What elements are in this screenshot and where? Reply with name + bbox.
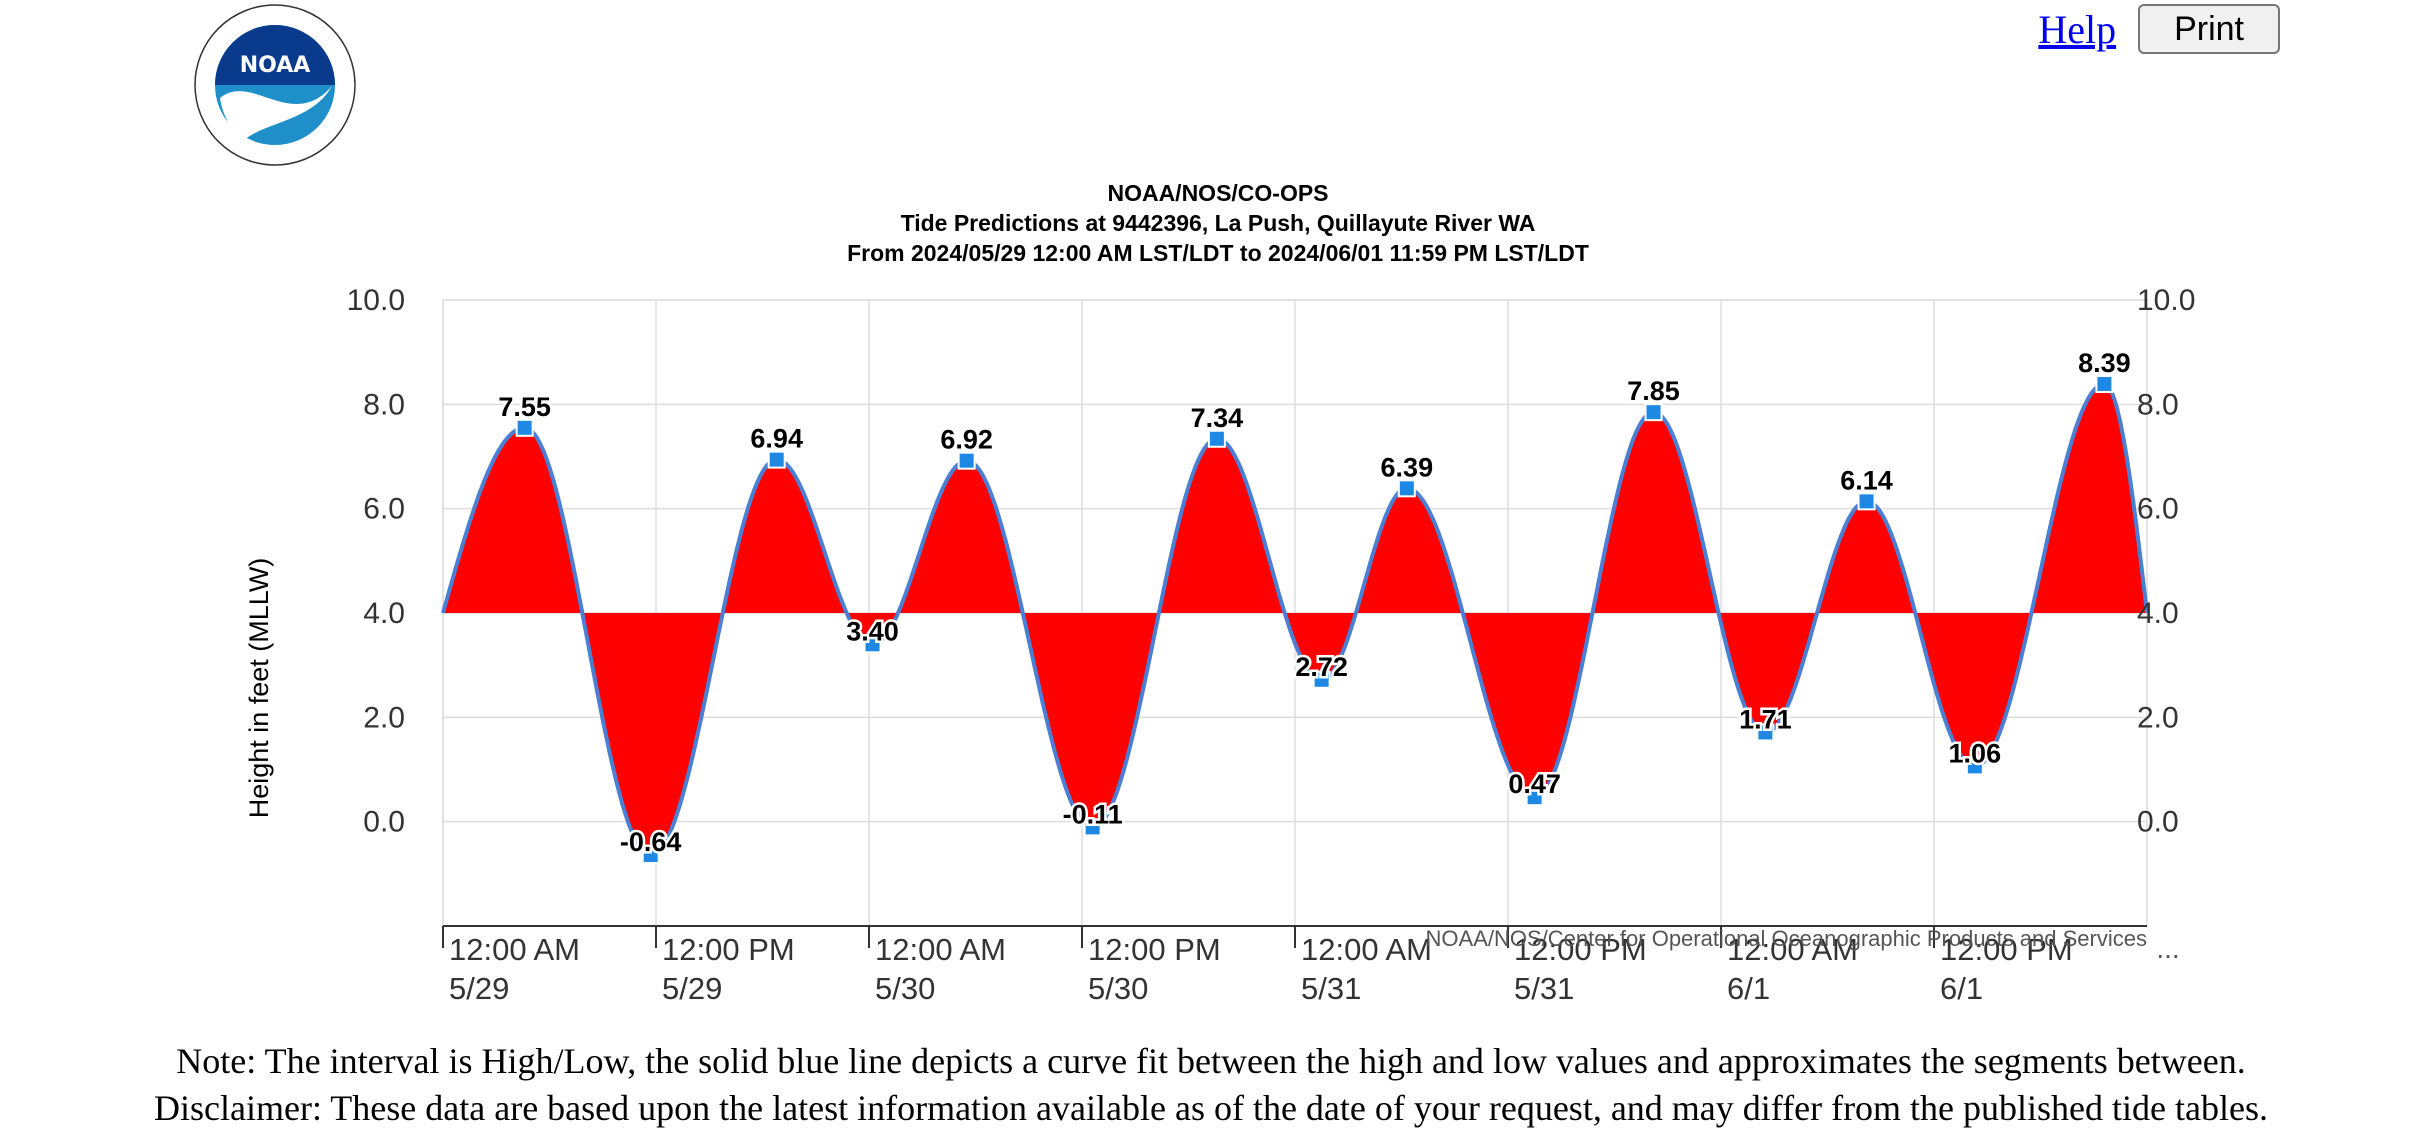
- help-link[interactable]: Help: [2038, 6, 2117, 52]
- y-tick-label-left: 0.0: [363, 806, 405, 839]
- extremum-marker: [2095, 374, 2114, 393]
- extremum-marker: [957, 451, 976, 470]
- extremum-label: 6.94: [750, 424, 803, 454]
- extremum-marker: [1857, 492, 1876, 511]
- logo-wordmark: NOAA: [240, 53, 311, 78]
- print-button[interactable]: Print: [2138, 4, 2280, 54]
- x-tick-time: 12:00 PM: [1940, 932, 2073, 967]
- extremum-marker: [1397, 479, 1416, 498]
- extremum-label: 0.47: [1508, 769, 1561, 799]
- y-tick-label-right: 4.0: [2137, 597, 2179, 630]
- x-tick-time: 12:00 PM: [1088, 932, 1221, 967]
- extremum-label: 6.39: [1381, 452, 1434, 482]
- extrema-markers: [515, 374, 2114, 865]
- tide-area-fill: [443, 384, 2147, 856]
- x-tick-date: 6/1: [1940, 971, 1983, 1006]
- x-tick-time: 12:00 PM: [662, 932, 795, 967]
- chart-title-line-3: From 2024/05/29 12:00 AM LST/LDT to 2024…: [847, 240, 1589, 266]
- y-tick-label-right: 0.0: [2137, 806, 2179, 839]
- extremum-label: 6.14: [1840, 465, 1893, 495]
- chart-title-line-2: Tide Predictions at 9442396, La Push, Qu…: [901, 210, 1536, 236]
- note-text: Note: The interval is High/Low, the soli…: [176, 1041, 2246, 1081]
- x-tick-time: 12:00 PM: [1514, 932, 1647, 967]
- extremum-label: -0.11: [1063, 799, 1123, 829]
- extremum-marker: [641, 846, 660, 865]
- y-axis-label: Height in feet (MLLW): [244, 558, 274, 819]
- extremum-marker: [1312, 670, 1331, 689]
- y-tick-label-right: 2.0: [2137, 701, 2179, 734]
- tide-chart: NOAA/NOS/CO-OPS Tide Predictions at 9442…: [244, 180, 2196, 1006]
- extremum-marker: [1756, 723, 1775, 742]
- extremum-label: 7.55: [498, 392, 551, 422]
- extremum-label: -0.64: [620, 827, 682, 857]
- x-tick-date: 5/30: [875, 971, 935, 1006]
- x-tick-date: 5/31: [1301, 971, 1361, 1006]
- data-labels: 7.55 -0.64 6.94 3.40 6.92 -0.11 7.34 2.72 6.39 0.…: [496, 345, 2133, 859]
- x-tick-date: 5/29: [662, 971, 722, 1006]
- x-tick-time: 12:00 AM: [875, 932, 1006, 967]
- y-tick-label-left: 2.0: [363, 701, 405, 734]
- chart-title: NOAA/NOS/CO-OPS Tide Predictions at 9442…: [847, 180, 1589, 266]
- y-tick-label-right: 10.0: [2137, 284, 2195, 317]
- x-tick-time: 12:00 AM: [1727, 932, 1858, 967]
- x-tick-date: 5/30: [1088, 971, 1148, 1006]
- y-tick-label-left: 8.0: [363, 388, 405, 421]
- extremum-marker: [863, 635, 882, 654]
- extremum-marker: [1207, 429, 1226, 448]
- y-tick-label-right: 8.0: [2137, 388, 2179, 421]
- x-axis-overflow: ...: [2156, 933, 2179, 964]
- extremum-label: 7.85: [1627, 376, 1680, 406]
- extremum-label: 2.72: [1295, 652, 1348, 682]
- x-tick-date: 5/29: [449, 971, 509, 1006]
- chart-credit: NOAA/NOS/Center for Operational Oceanogr…: [1426, 926, 2147, 951]
- extremum-label: 1.06: [1949, 738, 2002, 768]
- extremum-label: 6.92: [940, 425, 993, 455]
- extremum-label: 7.34: [1191, 403, 1244, 433]
- x-tick-date: 6/1: [1727, 971, 1770, 1006]
- disclaimer-text: Disclaimer: These data are based upon th…: [154, 1088, 2268, 1128]
- y-tick-label-left: 10.0: [347, 284, 405, 317]
- noaa-logo: NOAA: [194, 4, 356, 166]
- axes: 10.0 10.0 8.0 8.0 6.0 6.0 4.0 4.0 2.0 2.0 0.0 0.0 12…: [347, 284, 2196, 1006]
- extremum-marker: [767, 450, 786, 469]
- extremum-marker: [1644, 403, 1663, 422]
- extremum-label: 8.39: [2078, 348, 2131, 378]
- extremum-label: 1.71: [1739, 704, 1792, 734]
- extremum-marker: [1525, 788, 1544, 807]
- y-tick-label-right: 6.0: [2137, 493, 2179, 526]
- x-tick-date: 5/31: [1514, 971, 1574, 1006]
- tide-area: [443, 384, 2147, 856]
- extremum-marker: [1083, 818, 1102, 837]
- extremum-marker: [515, 418, 534, 437]
- x-tick-time: 12:00 AM: [449, 932, 580, 967]
- y-tick-label-left: 6.0: [363, 493, 405, 526]
- top-links: Help Print: [2038, 4, 2280, 54]
- extremum-label: 3.40: [846, 616, 899, 646]
- chart-title-line-1: NOAA/NOS/CO-OPS: [1107, 180, 1328, 206]
- y-tick-label-left: 4.0: [363, 597, 405, 630]
- x-tick-time: 12:00 AM: [1301, 932, 1432, 967]
- extremum-marker: [1965, 757, 1984, 776]
